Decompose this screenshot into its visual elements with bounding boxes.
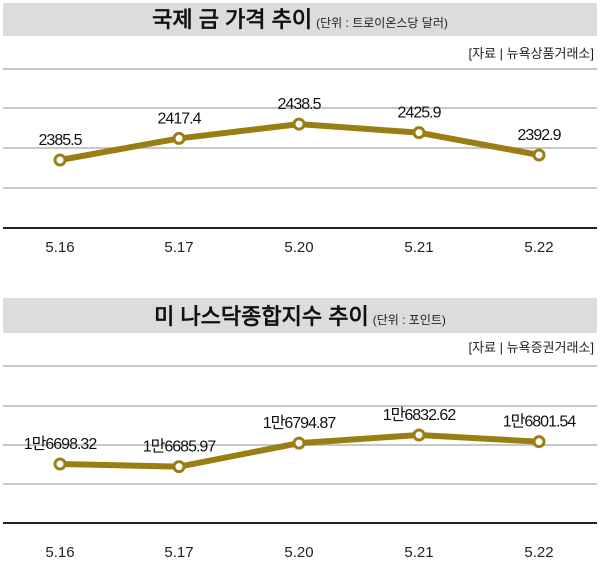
title-text: 국제 금 가격 추이 [152, 7, 312, 32]
data-point [172, 131, 186, 145]
x-tick-label: 5.22 [524, 239, 553, 256]
x-tick-label: 5.16 [45, 544, 74, 561]
title-bar [3, 3, 597, 36]
chart-title: 국제 금 가격 추이 (단위 : 트로이온스당 달러) [152, 7, 448, 32]
data-label: 2392.9 [518, 127, 562, 144]
data-point [172, 460, 186, 474]
data-label: 2425.9 [398, 105, 442, 122]
chart-2: 미 나스닥종합지수 추이 (단위 : 포인트) [자료 | 뉴욕증권거래소] 1만66… [3, 298, 597, 561]
x-tick-label: 5.22 [524, 544, 553, 561]
x-tick-label: 5.20 [284, 544, 313, 561]
chart-title: 미 나스닥종합지수 추이 (단위 : 포인트) [154, 304, 446, 329]
data-point [532, 148, 546, 162]
data-point [53, 457, 67, 471]
source-label: [자료 | 뉴욕증권거래소] [469, 340, 594, 355]
unit-text: (단위 : 트로이온스당 달러) [316, 16, 448, 30]
data-label: 1만6698.32 [24, 435, 98, 453]
data-label: 1만6801.54 [503, 413, 577, 431]
x-tick-label: 5.21 [404, 544, 433, 561]
title-text: 미 나스닥종합지수 추이 [154, 304, 369, 329]
data-point [53, 153, 67, 167]
title-bar [3, 298, 597, 333]
x-tick-label: 5.20 [284, 239, 313, 256]
data-label: 1만6794.87 [263, 414, 337, 432]
data-point [292, 436, 306, 450]
data-point [412, 428, 426, 442]
x-tick-label: 5.17 [164, 239, 193, 256]
data-point [292, 117, 306, 131]
data-label: 1만6685.97 [143, 438, 217, 456]
x-tick-label: 5.21 [404, 239, 433, 256]
x-tick-label: 5.16 [45, 239, 74, 256]
source-label: [자료 | 뉴욕상품거래소] [469, 46, 594, 61]
data-point [412, 126, 426, 140]
data-point [532, 435, 546, 449]
unit-text: (단위 : 포인트) [373, 313, 446, 327]
x-tick-label: 5.17 [164, 544, 193, 561]
data-label: 2417.4 [158, 110, 202, 127]
data-label: 2438.5 [278, 96, 322, 113]
data-label: 1만6832.62 [383, 406, 457, 424]
chart-1: 국제 금 가격 추이 (단위 : 트로이온스당 달러) [자료 | 뉴욕상품거래소]… [3, 3, 597, 256]
data-label: 2385.5 [39, 132, 83, 149]
